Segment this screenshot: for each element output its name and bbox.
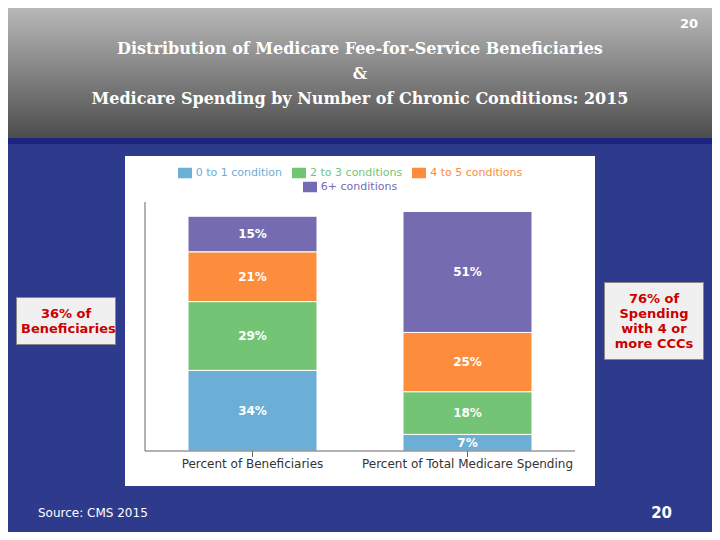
svg-text:21%: 21% <box>238 270 267 284</box>
svg-text:7%: 7% <box>457 436 477 450</box>
html-text:6+ conditions: 6+ conditions <box>320 180 398 193</box>
svg-text:15%: 15% <box>238 227 267 241</box>
svg-text:18%: 18% <box>453 406 482 420</box>
html-text:Distribution of Medicare Fee-f: Distribution of Medicare Fee-for-Service… <box>117 38 603 58</box>
html-text:20: 20 <box>651 504 672 522</box>
html-text:2 to 3 conditions: 2 to 3 conditions <box>310 166 403 179</box>
html-text:4 to 5 conditions: 4 to 5 conditions <box>430 166 523 179</box>
html-text:0 to 1 condition: 0 to 1 condition <box>195 166 283 179</box>
html-text:Source: CMS 2015: Source: CMS 2015 <box>38 506 148 520</box>
svg-text:34%: 34% <box>238 404 267 418</box>
svg-text:25%: 25% <box>453 355 482 369</box>
html-text:20: 20 <box>679 16 698 31</box>
svg-text:Percent of Beneficiaries: Percent of Beneficiaries <box>182 457 324 471</box>
svg-text:29%: 29% <box>238 329 267 343</box>
html-text:36% of Beneficiaries: 36% of Beneficiaries <box>21 306 116 336</box>
svg-text:Percent of Total Medicare Spen: Percent of Total Medicare Spending <box>362 457 573 471</box>
html-text:76% of Spending with 4 or more: 76% of Spending with 4 or more CCCs <box>614 291 694 351</box>
svg-text:51%: 51% <box>453 265 482 279</box>
html-text:Medicare Spending by Number of: Medicare Spending by Number of Chronic C… <box>91 88 629 108</box>
